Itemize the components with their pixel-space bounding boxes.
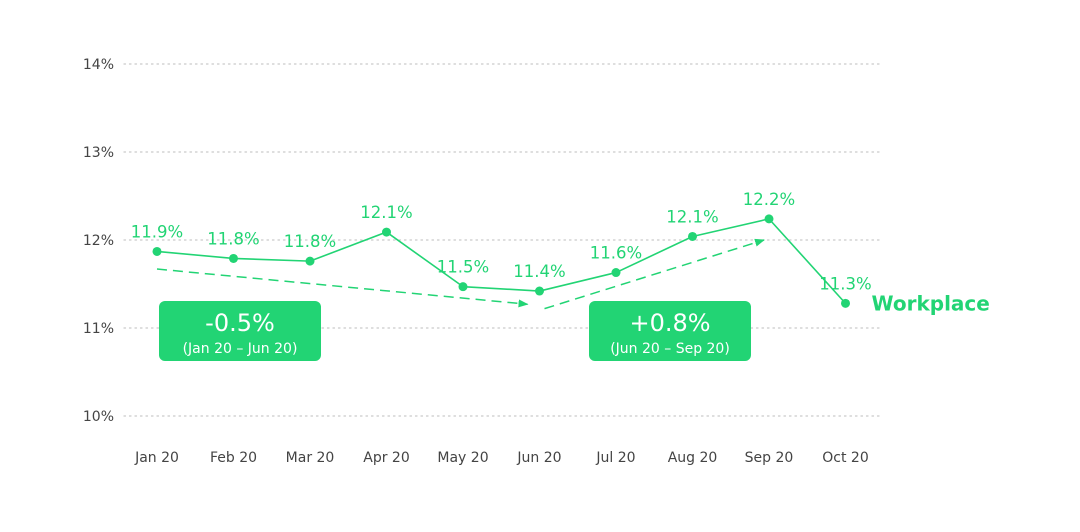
data-point <box>535 286 544 296</box>
data-point <box>458 282 468 292</box>
series-line <box>156 218 847 304</box>
x-tick-label: Jun 20 <box>516 450 561 466</box>
data-label: 12.1% <box>360 203 412 222</box>
series-name-label: Workplace <box>872 291 990 315</box>
data-label: 12.2% <box>743 190 795 209</box>
trend-value: +0.8% <box>629 309 710 337</box>
trend-value: -0.5% <box>205 309 275 337</box>
trend-period: (Jan 20 – Jun 20) <box>183 341 298 357</box>
series-lines <box>156 218 847 304</box>
x-tick-label: Mar 20 <box>286 450 335 466</box>
y-tick-label: 11% <box>83 321 114 337</box>
series-labels: Workplace <box>872 291 990 315</box>
trend-period: (Jun 20 – Sep 20) <box>610 341 730 357</box>
trend-boxes: -0.5% (Jan 20 – Jun 20) +0.8% (Jun 20 – Sep… <box>159 301 751 361</box>
x-tick-label: Sep 20 <box>745 450 794 466</box>
y-tick-label: 14% <box>83 57 114 73</box>
x-tick-label: Apr 20 <box>363 450 409 466</box>
x-tick-label: Jan 20 <box>134 450 179 466</box>
y-tick-label: 13% <box>83 145 114 161</box>
data-points <box>152 214 850 308</box>
trend-box <box>159 301 321 361</box>
data-point <box>688 231 697 241</box>
y-tick-label: 12% <box>83 233 114 249</box>
data-point <box>152 246 162 256</box>
x-tick-label: Jul 20 <box>595 450 635 466</box>
x-tick-label: Oct 20 <box>822 450 868 466</box>
x-axis-ticks: Jan 20 Feb 20 Mar 20 Apr 20 May 20 Jun 20 Jul … <box>134 450 869 466</box>
data-label: 11.3% <box>819 274 871 293</box>
data-label: 12.1% <box>666 207 718 226</box>
trend-box <box>589 301 751 361</box>
data-point <box>229 253 238 263</box>
data-point <box>764 214 774 224</box>
x-tick-label: Aug 20 <box>668 450 718 466</box>
y-axis-ticks: 10% 11% 12% 13% 14% <box>83 57 114 425</box>
y-tick-label: 10% <box>83 409 114 425</box>
data-label: 11.4% <box>513 262 565 281</box>
data-label: 11.8% <box>284 232 336 251</box>
data-point <box>305 256 315 266</box>
data-point <box>841 298 850 308</box>
trend-arrows <box>156 238 765 310</box>
data-label: 11.5% <box>437 258 489 277</box>
data-label: 11.8% <box>207 229 259 248</box>
trend-arrow <box>544 238 765 310</box>
data-label: 11.6% <box>590 244 642 263</box>
data-point <box>382 227 391 237</box>
trend-arrow <box>156 268 529 308</box>
data-label: 11.9% <box>131 222 183 241</box>
x-tick-label: Feb 20 <box>210 450 257 466</box>
x-tick-label: May 20 <box>437 450 488 466</box>
data-labels: 11.9% 11.8% 11.8% 12.1% 11.5% 11.4% 11.6% 12.1%… <box>131 190 872 293</box>
data-point <box>611 268 621 278</box>
